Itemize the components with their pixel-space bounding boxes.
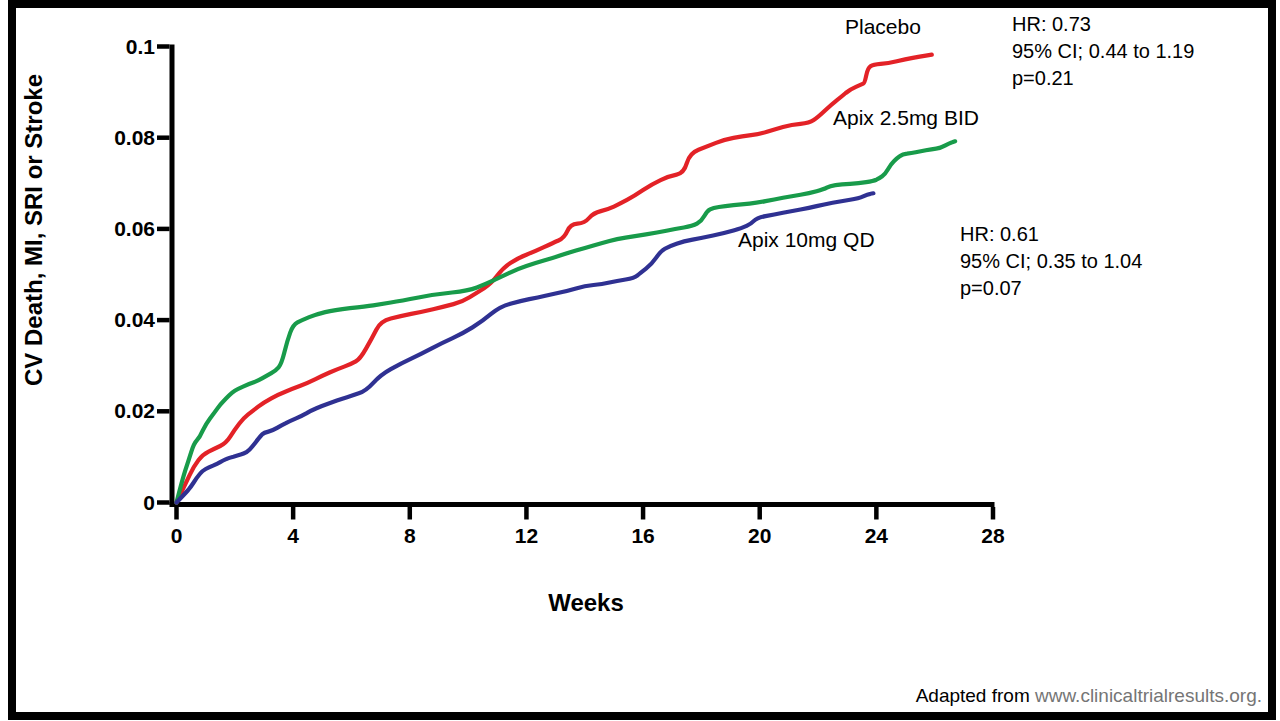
x-tick-label: 12 (491, 524, 561, 548)
curve-label-apix-10mg-qd: Apix 10mg QD (738, 228, 875, 252)
footer-prefix: Adapted from (916, 685, 1035, 706)
x-tick-label: 20 (725, 524, 795, 548)
hr-annotation-placebo: HR: 0.73 95% CI; 0.44 to 1.19 p=0.21 (1012, 11, 1194, 92)
hr-value: HR: 0.73 (1012, 11, 1194, 38)
x-tick-label: 16 (608, 524, 678, 548)
x-tick-label: 8 (375, 524, 445, 548)
hr-annotation-apix10: HR: 0.61 95% CI; 0.35 to 1.04 p=0.07 (960, 221, 1142, 302)
footer-attribution: Adapted from www.clinicaltrialresults.or… (916, 685, 1262, 707)
plot-layer: 0 0.02 0.04 0.06 0.08 0.1 0 4 8 12 16 20 24 28 (0, 0, 1280, 721)
curve-label-apix-2-5mg-bid: Apix 2.5mg BID (833, 106, 979, 130)
x-tick-label: 24 (841, 524, 911, 548)
ci-value: 95% CI; 0.44 to 1.19 (1012, 38, 1194, 65)
figure: 0 0.02 0.04 0.06 0.08 0.1 0 4 8 12 16 20 24 28 CV Dea… (0, 0, 1280, 721)
p-value: p=0.07 (960, 275, 1142, 302)
y-tick-label: 0.1 (55, 35, 155, 59)
x-tick-label: 28 (958, 524, 1028, 548)
y-tick-label: 0.06 (55, 217, 155, 241)
y-tick-label: 0.04 (55, 308, 155, 332)
y-axis-title: CV Death, MI, SRI or Stroke (20, 74, 48, 386)
x-tick-label: 4 (258, 524, 328, 548)
y-tick-label: 0 (55, 491, 155, 515)
hr-value: HR: 0.61 (960, 221, 1142, 248)
y-tick-label: 0.08 (55, 126, 155, 150)
p-value: p=0.21 (1012, 65, 1194, 92)
x-tick-label: 0 (142, 524, 212, 548)
ci-value: 95% CI; 0.35 to 1.04 (960, 248, 1142, 275)
x-axis-title: Weeks (548, 589, 624, 617)
footer-url: www.clinicaltrialresults.org. (1035, 685, 1262, 706)
curve-label-placebo: Placebo (845, 15, 921, 39)
y-tick-label: 0.02 (55, 399, 155, 423)
